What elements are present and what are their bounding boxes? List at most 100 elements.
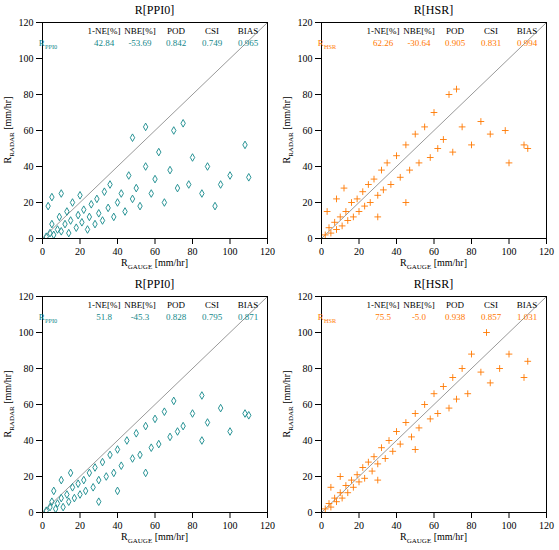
- svg-text:80: 80: [188, 520, 198, 531]
- svg-text:CSI: CSI: [205, 300, 219, 310]
- svg-text:40: 40: [303, 435, 313, 446]
- svg-text:POD: POD: [167, 26, 186, 36]
- svg-text:0.871: 0.871: [238, 312, 258, 322]
- svg-text:NBE[%]: NBE[%]: [403, 300, 435, 310]
- svg-text:120: 120: [260, 520, 275, 531]
- svg-text:1-NE[%]: 1-NE[%]: [88, 26, 121, 36]
- svg-text:-30.64: -30.64: [407, 38, 431, 48]
- svg-text:120: 120: [19, 291, 34, 302]
- svg-text:0: 0: [308, 507, 313, 518]
- svg-text:BIAS: BIAS: [517, 26, 538, 36]
- svg-text:CSI: CSI: [484, 300, 498, 310]
- svg-text:0: 0: [319, 520, 324, 531]
- svg-text:0: 0: [308, 233, 313, 244]
- svg-text:62.26: 62.26: [373, 38, 394, 48]
- svg-text:100: 100: [298, 327, 313, 338]
- svg-text:0.795: 0.795: [202, 312, 223, 322]
- svg-text:20: 20: [303, 471, 313, 482]
- svg-text:80: 80: [467, 246, 477, 257]
- svg-text:80: 80: [24, 89, 34, 100]
- svg-text:0.905: 0.905: [445, 38, 466, 48]
- svg-text:80: 80: [24, 363, 34, 374]
- svg-text:40: 40: [24, 161, 34, 172]
- svg-text:1-NE[%]: 1-NE[%]: [367, 300, 400, 310]
- svg-text:-45.3: -45.3: [131, 312, 150, 322]
- svg-text:40: 40: [392, 520, 402, 531]
- svg-text:60: 60: [303, 399, 313, 410]
- svg-text:R[PPI0]: R[PPI0]: [135, 277, 174, 291]
- svg-text:20: 20: [354, 520, 364, 531]
- svg-text:BIAS: BIAS: [517, 300, 538, 310]
- svg-text:75.5: 75.5: [375, 312, 391, 322]
- svg-text:POD: POD: [446, 26, 465, 36]
- svg-text:40: 40: [24, 435, 34, 446]
- svg-text:80: 80: [303, 89, 313, 100]
- svg-text:BIAS: BIAS: [238, 26, 259, 36]
- svg-text:RRADAR [mm/hr]: RRADAR [mm/hr]: [281, 370, 295, 437]
- svg-text:20: 20: [24, 197, 34, 208]
- svg-text:NBE[%]: NBE[%]: [124, 26, 156, 36]
- svg-text:120: 120: [260, 246, 275, 257]
- svg-text:RPPI0: RPPI0: [39, 38, 57, 50]
- svg-text:RRADAR [mm/hr]: RRADAR [mm/hr]: [2, 370, 16, 437]
- svg-text:CSI: CSI: [484, 26, 498, 36]
- svg-text:20: 20: [303, 197, 313, 208]
- svg-text:-53.69: -53.69: [128, 38, 152, 48]
- svg-text:40: 40: [392, 246, 402, 257]
- svg-text:120: 120: [298, 17, 313, 28]
- svg-text:0.965: 0.965: [238, 38, 259, 48]
- svg-text:100: 100: [502, 246, 517, 257]
- svg-text:0: 0: [319, 246, 324, 257]
- svg-text:1-NE[%]: 1-NE[%]: [88, 300, 121, 310]
- svg-text:0: 0: [29, 507, 34, 518]
- svg-text:RPPI0: RPPI0: [39, 312, 57, 324]
- svg-text:80: 80: [188, 246, 198, 257]
- svg-text:POD: POD: [167, 300, 186, 310]
- svg-text:60: 60: [303, 125, 313, 136]
- svg-text:60: 60: [150, 520, 160, 531]
- svg-text:0.994: 0.994: [517, 38, 538, 48]
- svg-text:0.842: 0.842: [166, 38, 186, 48]
- svg-text:100: 100: [223, 246, 238, 257]
- svg-text:120: 120: [539, 246, 554, 257]
- svg-text:NBE[%]: NBE[%]: [124, 300, 156, 310]
- svg-text:20: 20: [75, 246, 85, 257]
- svg-text:RRADAR [mm/hr]: RRADAR [mm/hr]: [281, 96, 295, 163]
- svg-text:0: 0: [40, 246, 45, 257]
- svg-text:RRADAR [mm/hr]: RRADAR [mm/hr]: [2, 96, 16, 163]
- svg-text:RGAUGE [mm/hr]: RGAUGE [mm/hr]: [400, 257, 467, 271]
- svg-text:1.031: 1.031: [517, 312, 537, 322]
- svg-text:100: 100: [19, 327, 34, 338]
- svg-text:120: 120: [539, 520, 554, 531]
- svg-text:0.828: 0.828: [166, 312, 187, 322]
- svg-text:0.749: 0.749: [202, 38, 223, 48]
- svg-text:RGAUGE [mm/hr]: RGAUGE [mm/hr]: [400, 531, 467, 545]
- svg-text:100: 100: [19, 53, 34, 64]
- svg-text:0: 0: [29, 233, 34, 244]
- svg-text:60: 60: [150, 246, 160, 257]
- svg-text:60: 60: [429, 520, 439, 531]
- svg-text:20: 20: [24, 471, 34, 482]
- svg-text:40: 40: [113, 520, 123, 531]
- svg-text:40: 40: [303, 161, 313, 172]
- svg-text:60: 60: [24, 125, 34, 136]
- svg-text:BIAS: BIAS: [238, 300, 259, 310]
- svg-text:NBE[%]: NBE[%]: [403, 26, 435, 36]
- svg-text:R[PPI0]: R[PPI0]: [135, 3, 174, 17]
- svg-text:60: 60: [24, 399, 34, 410]
- svg-text:100: 100: [223, 520, 238, 531]
- svg-text:80: 80: [467, 520, 477, 531]
- svg-text:0.831: 0.831: [481, 38, 501, 48]
- svg-text:RGAUGE [mm/hr]: RGAUGE [mm/hr]: [121, 531, 188, 545]
- svg-text:51.8: 51.8: [96, 312, 112, 322]
- svg-text:RGAUGE [mm/hr]: RGAUGE [mm/hr]: [121, 257, 188, 271]
- svg-text:RHSR: RHSR: [318, 312, 337, 324]
- svg-text:-5.0: -5.0: [412, 312, 427, 322]
- svg-text:POD: POD: [446, 300, 465, 310]
- svg-text:20: 20: [75, 520, 85, 531]
- svg-text:RHSR: RHSR: [318, 38, 337, 50]
- svg-text:20: 20: [354, 246, 364, 257]
- svg-text:1-NE[%]: 1-NE[%]: [367, 26, 400, 36]
- svg-text:120: 120: [19, 17, 34, 28]
- svg-text:0: 0: [40, 520, 45, 531]
